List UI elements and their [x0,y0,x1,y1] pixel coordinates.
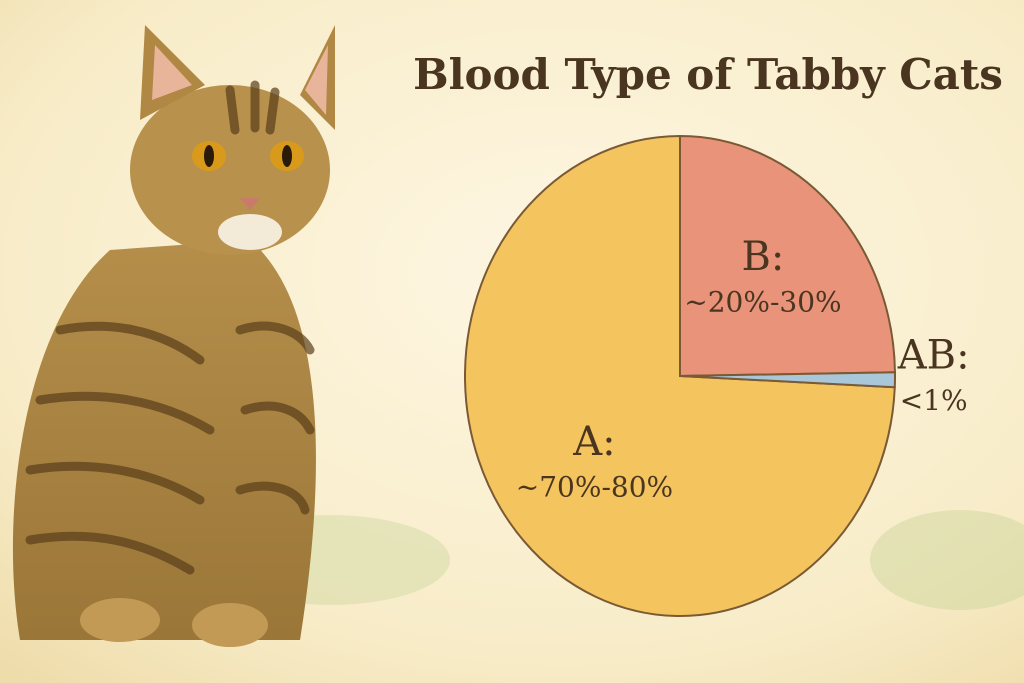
slice-category: B: [742,234,785,280]
pie-slice [679,371,896,389]
chart-title: Blood Type of Tabby Cats [413,50,1003,99]
cat-illustration [12,25,335,647]
slice-value-label: <1% [900,384,968,417]
pie-slice [679,134,896,378]
slice-category: AB: [897,332,970,378]
slice-value-label: ~20%-30% [684,285,841,318]
bush [870,510,1024,610]
slice-category: A: [572,419,615,465]
slice-value-label: ~70%-80% [516,471,673,504]
